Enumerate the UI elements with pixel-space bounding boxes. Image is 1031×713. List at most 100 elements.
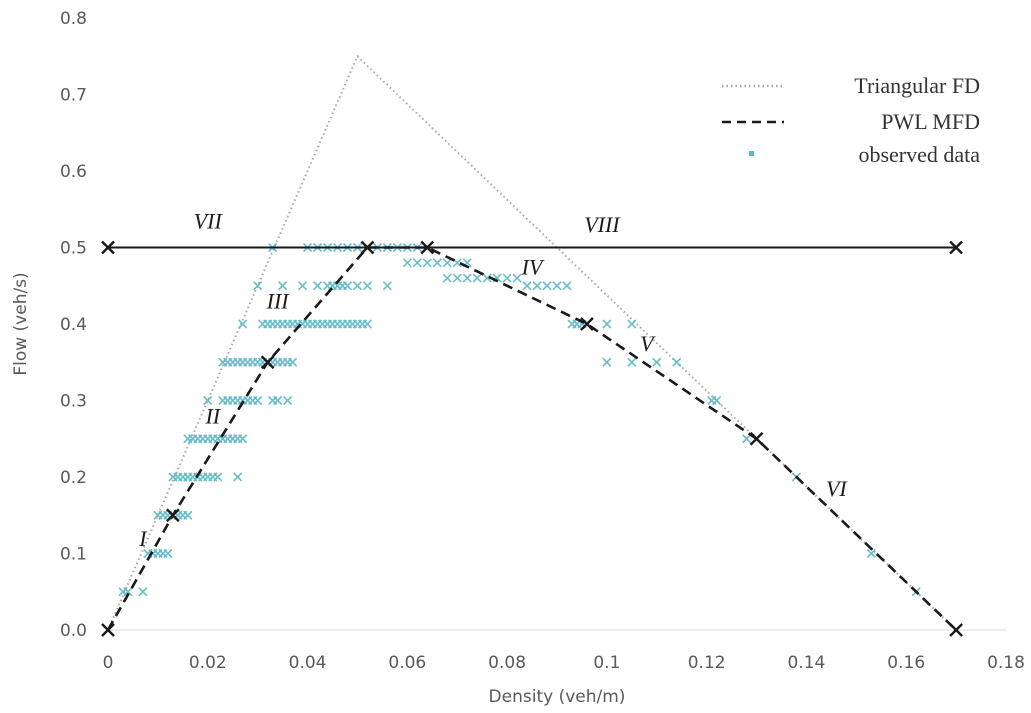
observed-data-point bbox=[238, 319, 248, 329]
pwl-mfd-line bbox=[106, 246, 957, 631]
observed-data-point bbox=[278, 281, 288, 291]
x-tick-label: 0.04 bbox=[289, 653, 327, 673]
observed-data-point bbox=[123, 587, 133, 597]
y-tick-label: 0.6 bbox=[60, 162, 87, 182]
legend-swatch-observed-data bbox=[749, 151, 754, 156]
observed-data-point bbox=[602, 319, 612, 329]
x-axis-title: Density (veh/m) bbox=[489, 687, 626, 707]
y-tick-label: 0.0 bbox=[60, 621, 87, 641]
observed-data-point bbox=[866, 548, 876, 559]
observed-data-point bbox=[362, 319, 372, 329]
x-tick-label: 0.12 bbox=[688, 653, 726, 673]
observed-data-point bbox=[233, 472, 243, 482]
x-tick-label: 0 bbox=[103, 653, 114, 673]
region-label: II bbox=[204, 403, 221, 428]
observed-data-point bbox=[253, 281, 263, 291]
observed-data-point bbox=[203, 395, 213, 406]
y-tick-label: 0.1 bbox=[60, 545, 87, 565]
triangular-fd-line bbox=[107, 54, 957, 631]
observed-data-point bbox=[342, 281, 353, 291]
region-label: IV bbox=[521, 254, 545, 279]
breakpoint-markers bbox=[101, 240, 963, 637]
observed-data-point bbox=[627, 357, 637, 367]
axes: 0 0.02 0.04 0.06 0.08 0.1 0.12 0.14 0.16 0.18 0.0 0… bbox=[11, 9, 1025, 707]
x-tick-label: 0.16 bbox=[887, 653, 925, 673]
x-tick-label: 0.02 bbox=[189, 653, 227, 673]
x-tick-label: 0.06 bbox=[388, 653, 426, 673]
observed-data-point bbox=[482, 273, 492, 283]
region-label: VI bbox=[826, 476, 848, 501]
observed-data-point bbox=[273, 395, 283, 406]
observed-data-point bbox=[712, 395, 722, 406]
x-tick-label: 0.14 bbox=[788, 653, 826, 673]
x-tick-label: 0.1 bbox=[593, 653, 620, 673]
observed-data-point bbox=[442, 258, 452, 268]
y-tick-label: 0.3 bbox=[60, 392, 87, 412]
observed-data-point bbox=[532, 281, 542, 291]
observed-data-point bbox=[163, 548, 173, 559]
observed-data-point bbox=[288, 357, 298, 367]
observed-data-point bbox=[562, 281, 572, 291]
observed-data-point bbox=[238, 434, 248, 444]
observed-data-point bbox=[183, 510, 193, 520]
observed-data-point bbox=[452, 273, 462, 283]
observed-data-point bbox=[283, 395, 293, 406]
triangular-fd-series bbox=[107, 54, 957, 631]
observed-data-point bbox=[362, 281, 372, 291]
observed-data-point bbox=[512, 273, 522, 283]
legend-label-observed-data: observed data bbox=[858, 142, 980, 167]
region-label: VII bbox=[194, 208, 224, 233]
observed-data-point bbox=[652, 357, 662, 367]
legend-label-pwl-mfd: PWL MFD bbox=[881, 109, 980, 134]
region-label: I bbox=[138, 526, 148, 551]
observed-data-point bbox=[422, 258, 432, 268]
legend: Triangular FD PWL MFD observed data bbox=[722, 73, 980, 167]
breakpoint-marker bbox=[580, 317, 594, 331]
observed-data-point bbox=[627, 319, 637, 329]
observed-data-point bbox=[602, 357, 612, 367]
y-tick-label: 0.4 bbox=[60, 315, 87, 335]
observed-data-point bbox=[742, 434, 752, 444]
x-tick-label: 0.08 bbox=[488, 653, 526, 673]
observed-data-point bbox=[312, 281, 323, 291]
observed-data-point bbox=[382, 281, 392, 291]
observed-data-point bbox=[442, 273, 452, 283]
legend-label-triangular-fd: Triangular FD bbox=[854, 73, 980, 98]
observed-data-point bbox=[412, 258, 422, 268]
breakpoint-marker bbox=[360, 240, 375, 255]
observed-data-point bbox=[472, 273, 482, 283]
observed-data-point bbox=[502, 273, 512, 283]
observed-data-point bbox=[672, 357, 682, 367]
pwl-mfd-series bbox=[106, 246, 957, 631]
observed-data-point bbox=[138, 587, 148, 597]
observed-data-point bbox=[522, 281, 532, 291]
observed-data-point bbox=[213, 472, 223, 482]
breakpoint-marker bbox=[166, 508, 180, 523]
y-tick-label: 0.7 bbox=[60, 86, 87, 106]
breakpoint-marker bbox=[260, 355, 275, 370]
breakpoint-marker bbox=[949, 623, 963, 637]
observed-data-point bbox=[253, 395, 263, 406]
y-tick-label: 0.5 bbox=[60, 239, 87, 259]
y-tick-label: 0.8 bbox=[60, 9, 87, 29]
region-label: III bbox=[266, 289, 291, 314]
observed-data-point bbox=[298, 281, 308, 291]
region-label: V bbox=[640, 331, 656, 356]
y-axis-title: Flow (veh/s) bbox=[11, 272, 31, 375]
observed-data-point bbox=[552, 281, 562, 291]
observed-data-point bbox=[542, 281, 552, 291]
observed-data-point bbox=[352, 281, 363, 291]
observed-data-series bbox=[118, 242, 921, 597]
breakpoint-marker bbox=[420, 240, 435, 255]
breakpoint-marker bbox=[949, 240, 963, 255]
breakpoint-marker bbox=[101, 240, 115, 255]
observed-data-point bbox=[432, 258, 442, 268]
x-tick-label: 0.18 bbox=[987, 653, 1025, 673]
observed-data-point bbox=[402, 258, 412, 268]
y-tick-label: 0.2 bbox=[60, 468, 87, 488]
breakpoint-marker bbox=[101, 623, 115, 637]
region-label: VIII bbox=[584, 212, 621, 237]
breakpoint-marker bbox=[749, 431, 764, 446]
